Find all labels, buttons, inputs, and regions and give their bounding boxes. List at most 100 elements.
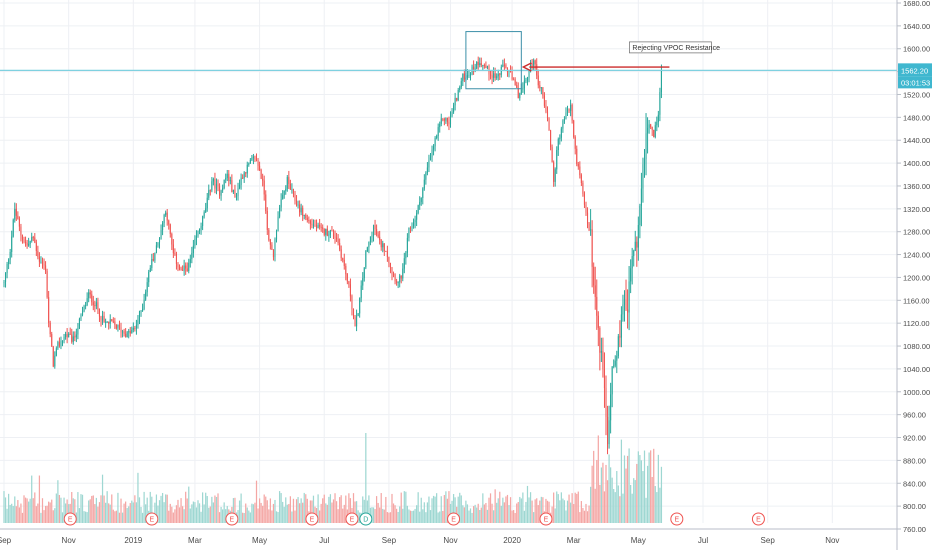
- candle-body: [266, 210, 268, 230]
- candle-body: [248, 163, 250, 165]
- volume-bar: [439, 511, 441, 523]
- volume-bar: [234, 497, 236, 523]
- volume-bar: [477, 503, 479, 523]
- x-tick-label: Sep: [382, 536, 397, 545]
- volume-bar: [138, 497, 141, 523]
- volume-bar: [479, 509, 481, 523]
- volume-bar: [23, 495, 25, 523]
- volume-bar: [303, 492, 305, 523]
- last-price-badge[interactable]: 1562.20 03:01:53: [898, 63, 932, 89]
- volume-bar: [406, 505, 409, 523]
- volume-bar: [160, 495, 162, 523]
- candle-body: [114, 321, 116, 325]
- candle-body: [651, 127, 653, 130]
- volume-bar: [118, 512, 121, 523]
- volume-bar: [503, 502, 506, 523]
- annotation-label[interactable]: Rejecting VPOC Resistance: [632, 45, 720, 52]
- volume-bar: [191, 504, 193, 523]
- candle-body: [377, 234, 379, 237]
- volume-bar: [622, 493, 624, 523]
- candle-body: [397, 282, 399, 284]
- event-marker[interactable]: D: [359, 512, 373, 526]
- volume-bar: [422, 509, 424, 523]
- candle-body: [279, 207, 281, 217]
- candle-body: [496, 76, 498, 78]
- candle-body: [118, 324, 121, 328]
- volume-bar: [37, 503, 39, 523]
- volume-bar: [585, 503, 587, 523]
- candle-body: [413, 222, 415, 227]
- volume-bar: [249, 512, 251, 523]
- y-tick-label: 840.00: [903, 479, 926, 488]
- volume-bar: [509, 497, 512, 523]
- candle-body: [206, 197, 208, 209]
- candle-body: [560, 128, 562, 138]
- volume-bar: [292, 498, 295, 523]
- candle-body: [69, 333, 71, 335]
- candle-body: [466, 75, 468, 78]
- event-marker[interactable]: E: [305, 512, 319, 526]
- volume-bar: [209, 506, 211, 523]
- candle-body: [171, 233, 173, 245]
- candle-body: [60, 341, 62, 346]
- volume-bar: [201, 492, 204, 523]
- volume-bar: [21, 512, 24, 523]
- candle-body: [623, 299, 626, 305]
- event-marker[interactable]: E: [751, 512, 765, 526]
- event-marker[interactable]: E: [670, 512, 684, 526]
- vpoc-box[interactable]: [465, 31, 522, 90]
- candle-body: [205, 208, 207, 213]
- candle-body: [477, 61, 479, 65]
- candle-body: [383, 243, 385, 251]
- candle-body: [336, 237, 338, 240]
- candle-body: [20, 226, 22, 236]
- volume-bar: [337, 509, 339, 523]
- volume-bar: [352, 493, 355, 523]
- candle-body: [255, 159, 258, 161]
- event-marker[interactable]: E: [63, 512, 77, 526]
- volume-bar: [166, 494, 168, 523]
- candle-body: [539, 85, 541, 88]
- volume-bar: [383, 509, 385, 523]
- volume-bar: [616, 471, 618, 523]
- candle-body: [271, 244, 273, 250]
- event-marker[interactable]: E: [447, 512, 461, 526]
- y-tick-label: 1280.00: [903, 228, 930, 237]
- volume-bar: [220, 506, 222, 523]
- volume-bar: [320, 503, 322, 523]
- candle-body: [440, 118, 442, 124]
- volume-bar: [154, 502, 156, 523]
- candle-body: [89, 292, 91, 295]
- event-marker[interactable]: E: [225, 512, 239, 526]
- candle-body: [570, 104, 572, 111]
- volume-bar: [126, 508, 128, 523]
- candle-body: [135, 325, 137, 329]
- annotations: Rejecting VPOC Resistance: [0, 31, 897, 90]
- volume-bar: [634, 480, 636, 523]
- volume-bar: [546, 500, 549, 523]
- volume-bar: [151, 496, 153, 523]
- candle-body: [557, 139, 559, 151]
- volume-bar: [46, 505, 48, 523]
- grid: [0, 0, 897, 530]
- candle-body: [249, 159, 251, 164]
- candle-body: [65, 333, 67, 337]
- candle-body: [178, 267, 181, 269]
- candle-body: [459, 87, 461, 91]
- volume-bar: [425, 512, 427, 523]
- candle-body: [577, 164, 579, 167]
- candle-body: [585, 204, 587, 213]
- candle-body: [322, 227, 324, 229]
- volume-bar: [9, 504, 11, 523]
- volume-bar: [203, 504, 205, 523]
- event-marker[interactable]: E: [345, 512, 359, 526]
- event-marker[interactable]: E: [145, 512, 159, 526]
- volume-bar: [94, 504, 96, 523]
- candle-body: [120, 327, 122, 333]
- volume-bar: [322, 498, 324, 523]
- event-marker[interactable]: E: [539, 512, 553, 526]
- volume-bar: [100, 495, 102, 523]
